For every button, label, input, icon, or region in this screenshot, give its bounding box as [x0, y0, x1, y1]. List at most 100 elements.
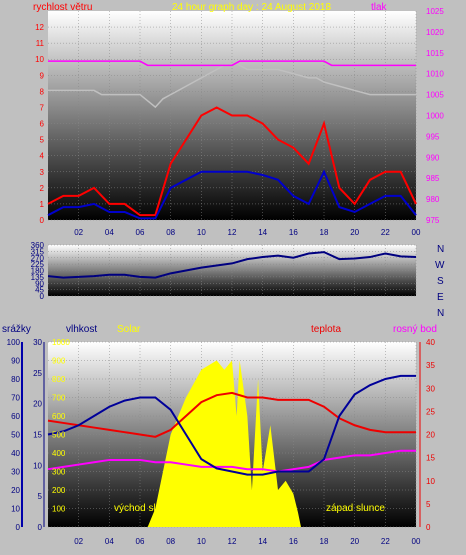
x-tick-label: 08	[166, 537, 175, 546]
wind-tick-label: 0	[40, 216, 45, 225]
wind-tick-labels: 0123456789101112975980985990995100010051…	[35, 7, 444, 237]
humidity-tick-label: 25	[33, 369, 42, 378]
wind-grid	[48, 11, 417, 221]
sunset-label: západ slunce	[326, 503, 385, 514]
x-tick-label: 04	[105, 537, 114, 546]
wind-tick-label: 4	[40, 152, 45, 161]
x-tick-label: 02	[74, 228, 83, 237]
pressure-tick-label: 1015	[426, 49, 444, 58]
direction-tick-label: 225	[31, 260, 45, 269]
x-tick-label: 16	[289, 228, 298, 237]
x-tick-label: 00	[412, 537, 421, 546]
wind-speed-label: rychlost větru	[33, 2, 92, 13]
wind-tick-label: 9	[40, 71, 45, 80]
temperature-label: teplota	[311, 324, 341, 335]
wind-tick-label: 12	[35, 23, 44, 32]
solar-tick-label: 300	[52, 468, 66, 477]
pressure-tick-label: 1025	[426, 7, 444, 16]
compass-n-bottom: N	[437, 308, 444, 319]
pressure-tick-label: 1005	[426, 91, 444, 100]
wind-gust-line	[47, 106, 417, 217]
solar-tick-label: 200	[52, 486, 66, 495]
wind-tick-label: 3	[40, 168, 45, 177]
pressure-tick-label: 995	[426, 132, 440, 141]
temperature-tick-label: 20	[426, 431, 435, 440]
humidity-tick-label: 20	[33, 400, 42, 409]
precip-tick-label: 50	[11, 431, 20, 440]
solar-tick-label: 400	[52, 449, 66, 458]
temperature-tick-label: 30	[426, 384, 435, 393]
precip-tick-label: 90	[11, 357, 20, 366]
humidity-tick-label: 30	[33, 338, 42, 347]
x-tick-label: 08	[166, 228, 175, 237]
pressure-tick-label: 1020	[426, 28, 444, 37]
wind-tick-label: 8	[40, 87, 45, 96]
direction-series	[47, 251, 417, 279]
compass-e: E	[437, 292, 444, 303]
x-tick-label: 14	[258, 537, 267, 546]
x-tick-label: 12	[228, 537, 237, 546]
x-tick-label: 18	[320, 537, 329, 546]
precip-tick-label: 60	[11, 412, 20, 421]
pressure-tick-label: 980	[426, 195, 440, 204]
x-tick-label: 02	[74, 537, 83, 546]
precip-tick-label: 0	[16, 523, 21, 532]
precip-tick-label: 40	[11, 449, 20, 458]
pressure-line	[48, 60, 416, 109]
humidity-tick-label: 15	[33, 431, 42, 440]
solar-tick-label: 600	[52, 412, 66, 421]
pressure-tick-label: 985	[426, 174, 440, 183]
x-tick-label: 12	[228, 228, 237, 237]
solar-tick-label: 700	[52, 394, 66, 403]
x-tick-label: 20	[350, 537, 359, 546]
x-tick-label: 10	[197, 228, 206, 237]
x-tick-label: 22	[381, 537, 390, 546]
x-tick-label: 16	[289, 537, 298, 546]
solar-label: Solar	[117, 324, 141, 335]
wind-pressure-series	[47, 60, 417, 220]
pressure-tick-label: 1000	[426, 112, 444, 121]
x-tick-label: 14	[258, 228, 267, 237]
temperature-tick-label: 40	[426, 338, 435, 347]
precip-tick-label: 30	[11, 468, 20, 477]
solar-tick-label: 900	[52, 357, 66, 366]
x-tick-label: 06	[136, 228, 145, 237]
precip-tick-label: 80	[11, 375, 20, 384]
humidity-label: vlhkost	[66, 324, 97, 335]
precip-label: srážky	[2, 324, 31, 335]
humidity-tick-label: 10	[33, 461, 42, 470]
precip-tick-label: 100	[7, 338, 21, 347]
wind-average-line	[47, 169, 417, 220]
x-tick-label: 06	[136, 537, 145, 546]
precip-tick-label: 10	[11, 505, 20, 514]
solar-tick-label: 100	[52, 505, 66, 514]
climate-tick-labels: 0102030405060708090100051015202530100200…	[7, 338, 436, 546]
temperature-tick-label: 0	[426, 523, 431, 532]
direction-tick-label: 270	[31, 254, 45, 263]
pressure-tick-label: 1010	[426, 70, 444, 79]
compass-s: S	[437, 276, 444, 287]
pressure-tick-label: 975	[426, 216, 440, 225]
direction-tick-label: 180	[31, 267, 45, 276]
temperature-tick-label: 35	[426, 361, 435, 370]
precip-tick-label: 20	[11, 486, 20, 495]
pressure-reference-line	[48, 60, 416, 67]
humidity-line	[47, 374, 416, 476]
direction-tick-label: 135	[31, 273, 45, 282]
wind-tick-label: 2	[40, 184, 45, 193]
dewpoint-label: rosný bod	[393, 324, 437, 335]
x-tick-label: 18	[320, 228, 329, 237]
pressure-tick-label: 990	[426, 153, 440, 162]
x-tick-label: 04	[105, 228, 114, 237]
humidity-tick-label: 5	[38, 492, 43, 501]
compass-n-top: N	[437, 244, 444, 255]
dewpoint-line	[47, 449, 416, 473]
humidity-tick-label: 0	[38, 523, 43, 532]
sunrise-label: východ slunce	[114, 503, 178, 514]
x-tick-label: 00	[412, 228, 421, 237]
direction-tick-label: 90	[35, 279, 44, 288]
temperature-tick-label: 15	[426, 454, 435, 463]
climate-series	[47, 360, 416, 527]
